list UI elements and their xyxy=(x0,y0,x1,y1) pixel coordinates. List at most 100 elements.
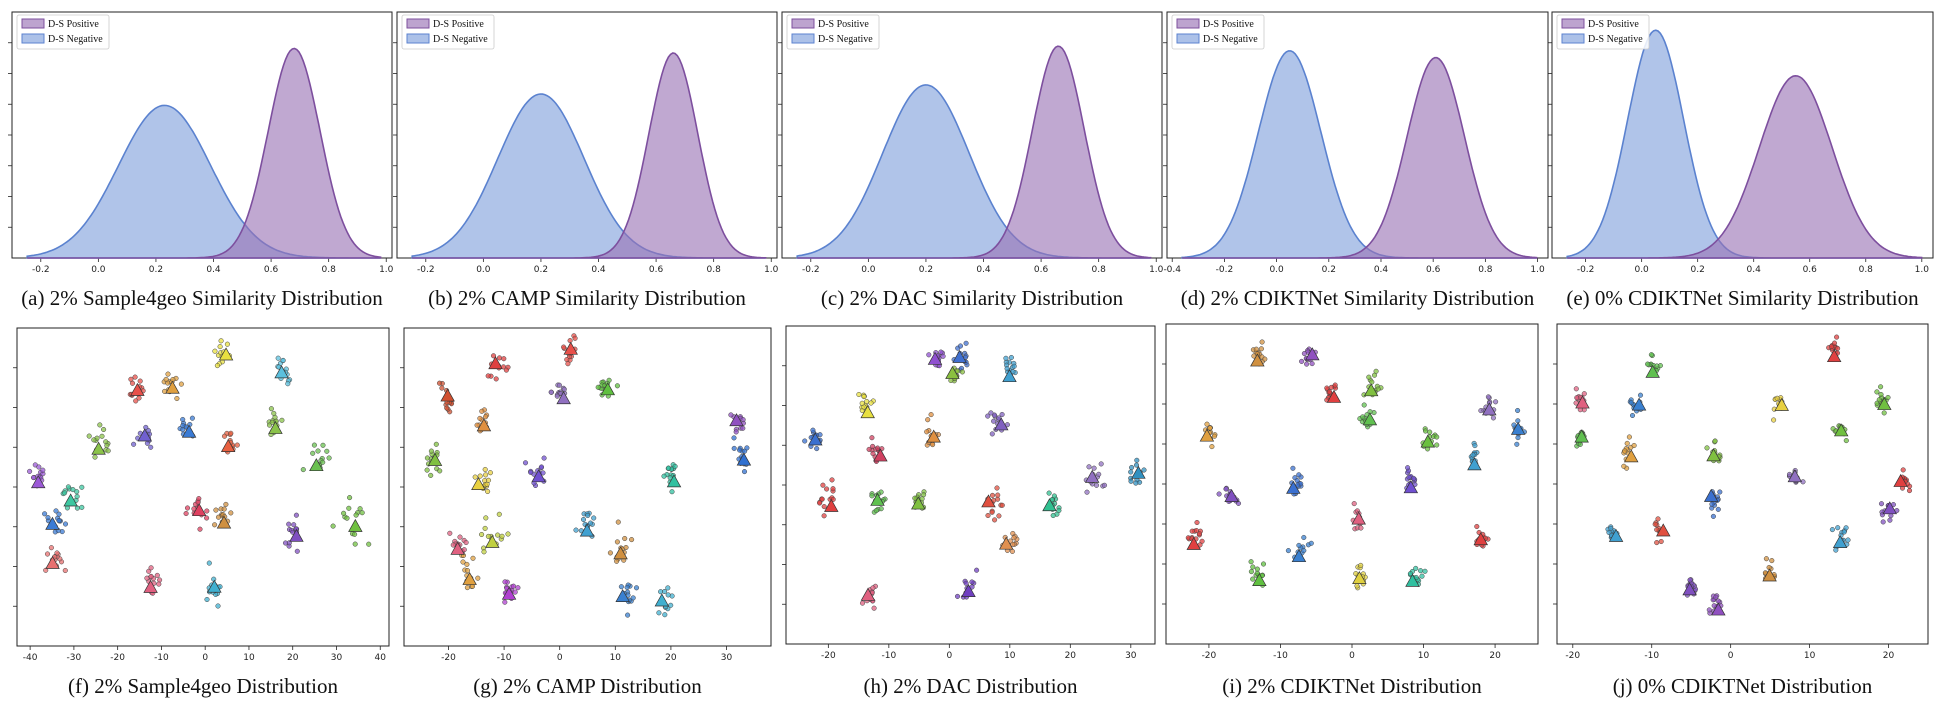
cluster-point xyxy=(143,424,149,430)
cluster-point xyxy=(457,534,463,540)
kde-a-x-tick-label: 0.2 xyxy=(149,265,163,275)
cluster-triangle-marker xyxy=(191,503,207,517)
cluster-point xyxy=(959,369,965,375)
kde-d-x-tick-label: 1.0 xyxy=(1530,265,1545,275)
cluster xyxy=(573,510,597,539)
kde-e-x-tick-label: 0.6 xyxy=(1803,265,1818,275)
cluster-point xyxy=(733,429,739,435)
cluster-point xyxy=(483,515,489,521)
cluster-point xyxy=(618,584,624,590)
cluster-point xyxy=(969,579,975,585)
cluster-triangle-marker xyxy=(556,391,571,405)
cluster-triangle-marker xyxy=(485,534,500,548)
cluster-point xyxy=(1361,402,1367,408)
cluster-point xyxy=(1418,568,1424,574)
cluster-point xyxy=(1771,417,1777,423)
cluster-triangle-marker xyxy=(1832,535,1848,548)
cluster-point xyxy=(300,467,306,473)
cluster-point xyxy=(963,340,969,346)
kde-c-x-tick-label: -0.2 xyxy=(802,265,820,275)
cluster-point xyxy=(1769,558,1775,564)
cluster-point xyxy=(65,484,71,490)
cluster-point xyxy=(859,400,865,406)
legend-negative-label: D-S Negative xyxy=(48,34,103,45)
cluster xyxy=(447,530,469,555)
scatter-panel-i: -20 -10 0 10 20 (i) 2% CDIKTNet Distribution xyxy=(1162,323,1539,698)
kde-d-x-tick-label: -0.4 xyxy=(1163,265,1181,275)
cluster xyxy=(1248,559,1267,588)
cluster-point xyxy=(204,596,210,603)
cluster-point xyxy=(286,521,292,527)
cluster xyxy=(1403,465,1419,494)
cluster-triangle-marker xyxy=(1305,347,1320,361)
legend-negative-swatch xyxy=(1176,33,1200,44)
cluster-point xyxy=(483,414,489,420)
scatter-h-x-tick-label: 30 xyxy=(1125,651,1137,661)
legend-positive-label: D-S Positive xyxy=(433,19,484,30)
cluster-point xyxy=(79,504,85,510)
scatter-j-caption: (j) 0% CDIKTNet Distribution xyxy=(1613,674,1873,698)
cluster-point xyxy=(1834,334,1840,340)
cluster-point xyxy=(285,381,291,387)
cluster xyxy=(485,353,511,382)
scatter-j-x-tick-label: 10 xyxy=(1804,651,1816,661)
cluster-point xyxy=(1885,394,1891,401)
kde-b-x-tick-label: 0.0 xyxy=(476,265,491,275)
cluster-point xyxy=(938,349,944,355)
cluster-point xyxy=(1189,528,1195,534)
cluster-point xyxy=(595,384,601,390)
cluster xyxy=(1199,421,1218,450)
cluster-point xyxy=(502,579,508,585)
cluster-triangle-marker xyxy=(563,341,578,355)
kde-c-legend: D-S Positive D-S Negative xyxy=(786,14,880,50)
cluster-point xyxy=(163,376,169,382)
cluster-triangle-marker xyxy=(289,528,304,542)
cluster-point xyxy=(1223,486,1229,492)
cluster-point xyxy=(56,517,62,524)
scatter-g-x-tick-label: 30 xyxy=(721,653,733,663)
legend-positive-label: D-S Positive xyxy=(48,19,99,30)
cluster-point xyxy=(1301,350,1307,357)
cluster-point xyxy=(1878,384,1884,390)
cluster-point xyxy=(1831,340,1838,346)
legend-positive-swatch xyxy=(406,18,430,29)
cluster-point xyxy=(565,361,571,367)
cluster-point xyxy=(830,486,836,492)
cluster-point xyxy=(1096,471,1102,477)
cluster-point xyxy=(1581,391,1587,397)
cluster-triangle-marker xyxy=(926,429,941,443)
cluster-point xyxy=(1712,438,1718,444)
cluster-point xyxy=(1259,339,1265,345)
cluster-point xyxy=(1209,444,1215,450)
cluster-point xyxy=(183,510,189,517)
cluster-point xyxy=(1011,535,1017,541)
cluster-point xyxy=(357,506,363,512)
cluster-point xyxy=(633,585,640,591)
cluster-triangle-marker xyxy=(1362,412,1378,426)
cluster-point xyxy=(496,355,503,361)
cluster-triangle-marker xyxy=(1403,480,1419,494)
cluster-point xyxy=(1835,345,1841,351)
kde-c-x-tick-label: 0.4 xyxy=(976,265,991,275)
cluster-point xyxy=(157,577,163,583)
cluster xyxy=(661,462,682,495)
cluster-point xyxy=(1763,556,1769,562)
cluster-point xyxy=(1833,547,1839,553)
cluster-point xyxy=(1626,434,1632,440)
legend-positive-label: D-S Positive xyxy=(1203,19,1254,30)
cluster xyxy=(548,382,571,405)
kde-panel-b: -0.2 0.0 0.2 0.4 0.6 0.8 1.0 D-S Positive D-S Ne… xyxy=(393,11,779,310)
scatter-f-x-tick-label: -20 xyxy=(110,653,125,663)
cluster-triangle-marker xyxy=(501,586,517,600)
cluster-point xyxy=(223,501,229,507)
cluster-point xyxy=(740,425,746,431)
kde-d-caption: (d) 2% CDIKTNet Similarity Distribution xyxy=(1181,286,1535,310)
positive-density-area xyxy=(27,47,382,259)
cluster-triangle-marker xyxy=(1352,570,1367,584)
cluster-point xyxy=(1515,407,1521,414)
cluster-point xyxy=(221,433,228,439)
cluster-point xyxy=(528,469,534,475)
kde-a-legend: D-S Positive D-S Negative xyxy=(16,14,110,50)
cluster-point xyxy=(27,468,33,474)
